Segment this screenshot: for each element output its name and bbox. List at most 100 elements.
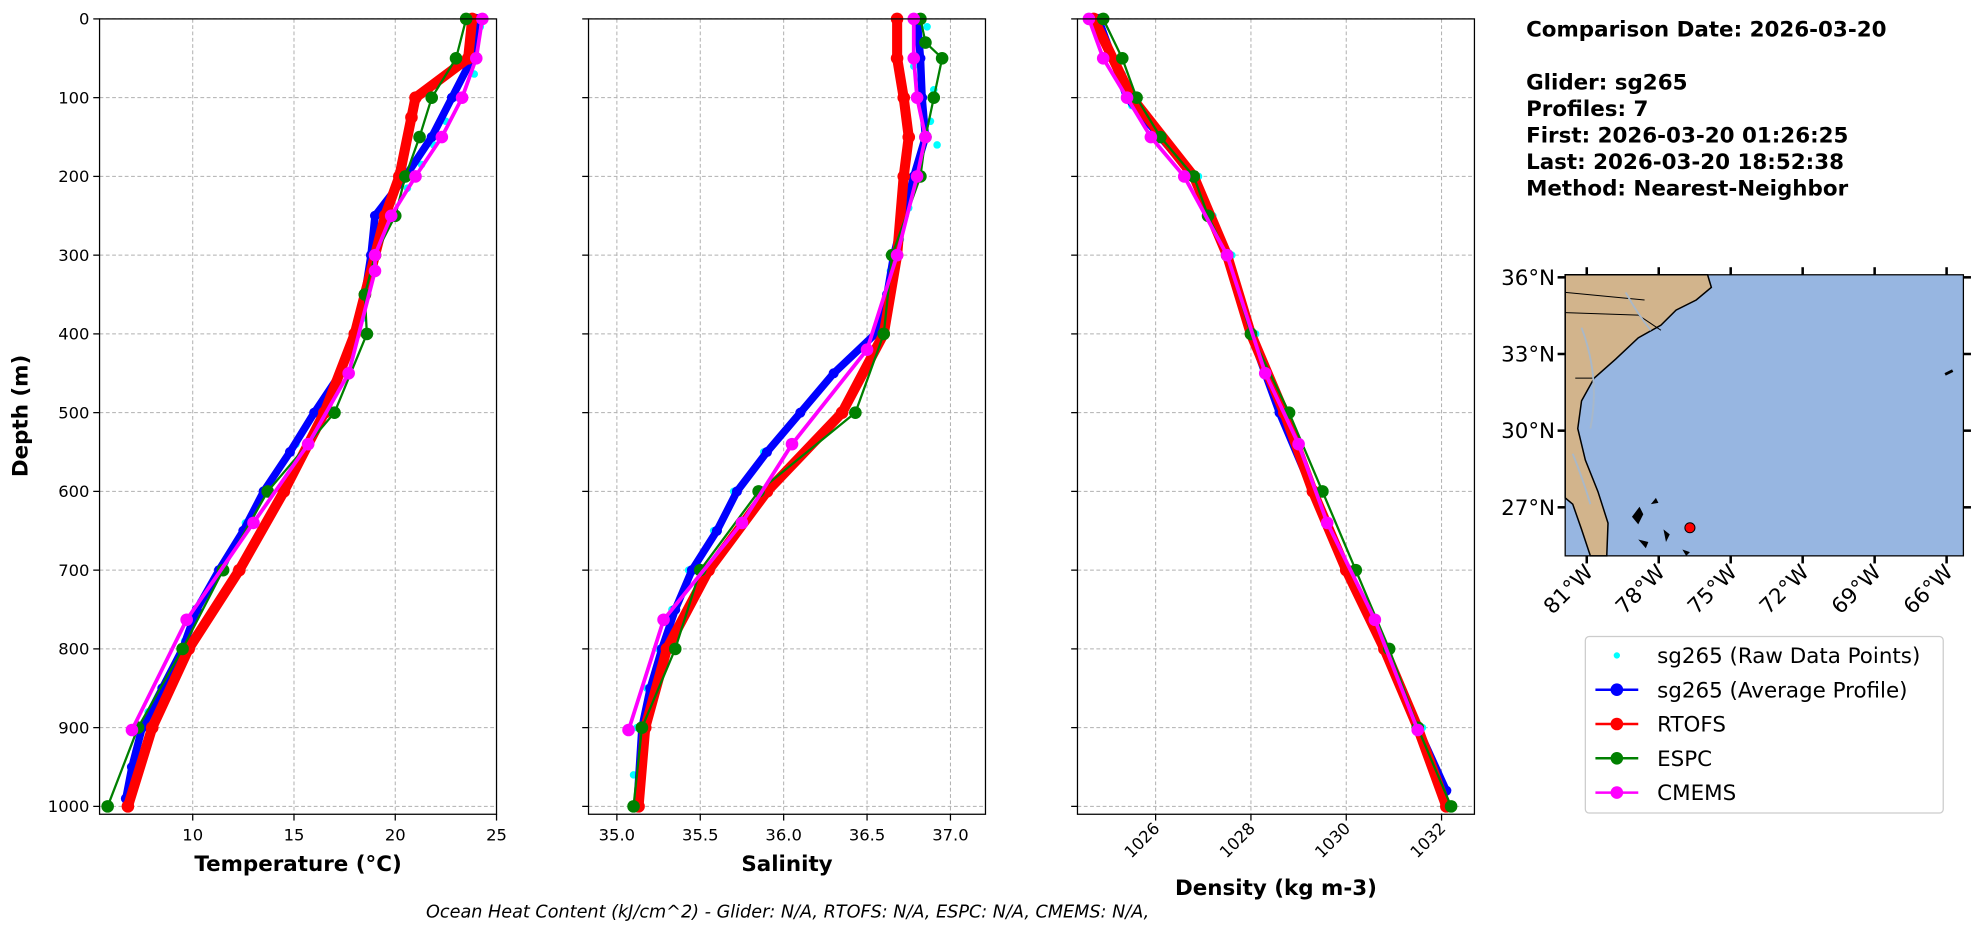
profile-point xyxy=(686,565,697,576)
map-frame xyxy=(1564,274,1965,557)
profile-point xyxy=(309,407,320,418)
y-tick-label: 300 xyxy=(58,246,89,265)
lon-tick-label: 75°W xyxy=(1683,560,1742,619)
y-tick-label: 600 xyxy=(58,482,89,501)
x-tick-label: 1026 xyxy=(1121,819,1164,862)
profile-point xyxy=(919,36,932,49)
profile-point xyxy=(828,368,839,379)
y-tick-label: 200 xyxy=(58,167,89,186)
profile-point xyxy=(933,141,941,149)
lon-tick-label: 66°W xyxy=(1899,560,1958,619)
profile-point xyxy=(1187,170,1201,183)
profile-point xyxy=(176,642,189,656)
profile-point xyxy=(927,91,941,104)
profile-point xyxy=(409,91,422,104)
profile-point xyxy=(1096,51,1110,65)
profile-point xyxy=(145,721,159,734)
profile-point xyxy=(368,248,382,262)
series-4 xyxy=(622,12,932,737)
glider-position xyxy=(1684,522,1696,534)
info-line: First: 2026-03-20 01:26:25 xyxy=(1526,123,1848,148)
legend-label: ESPC xyxy=(1657,747,1712,772)
x-tick-label: 25 xyxy=(486,826,507,845)
lat-tick-label: 27°N xyxy=(1501,496,1555,521)
lat-tick-label: 33°N xyxy=(1501,343,1555,368)
profile-point xyxy=(455,91,469,104)
map xyxy=(1564,274,1964,557)
profile-point xyxy=(711,525,722,536)
profile-point xyxy=(301,437,315,451)
profile-point xyxy=(860,343,874,356)
legend: sg265 (Raw Data Points) sg265 (Average Pr… xyxy=(1584,635,1944,814)
axes-frame xyxy=(1076,18,1476,815)
profile-point xyxy=(622,723,635,737)
axes-frame xyxy=(98,18,498,815)
profile-point xyxy=(910,170,924,183)
profile-point xyxy=(890,248,904,262)
profile-point xyxy=(469,51,483,65)
profile-point xyxy=(425,91,439,104)
series-4 xyxy=(125,12,489,737)
profile-point xyxy=(627,800,640,813)
profile-point xyxy=(399,170,412,183)
y-tick-label: 500 xyxy=(58,403,89,422)
profile-point xyxy=(910,91,924,104)
profile-point xyxy=(1120,91,1134,104)
lon-tick-label: 81°W xyxy=(1539,560,1598,619)
x-tick-label: 35.5 xyxy=(682,826,718,845)
profile-point xyxy=(1411,723,1425,737)
legend-marker xyxy=(1610,751,1624,765)
legend-label: RTOFS xyxy=(1657,713,1726,738)
map-rivers xyxy=(1571,291,1652,505)
legend-marker xyxy=(1610,717,1624,731)
y-axis-label: Depth (m) xyxy=(9,355,34,477)
x-axis-label: Density (kg m-3) xyxy=(1175,876,1377,901)
profile-point xyxy=(1220,248,1234,262)
profile-point xyxy=(657,613,670,627)
profile-point xyxy=(668,642,682,656)
profile-point xyxy=(1130,91,1143,104)
profile-point xyxy=(902,130,916,144)
profile-point xyxy=(1292,437,1305,451)
profile-point xyxy=(1177,170,1191,183)
x-tick-label: 36.0 xyxy=(765,826,801,845)
profile-point xyxy=(1258,366,1272,380)
legend-label: sg265 (Average Profile) xyxy=(1657,678,1907,703)
profile-line xyxy=(632,18,944,807)
profile-point xyxy=(849,406,862,419)
lon-tick-label: 72°W xyxy=(1755,560,1814,619)
info-line: Glider: sg265 xyxy=(1526,70,1687,95)
profile-point xyxy=(426,131,437,143)
legend-marker xyxy=(1610,683,1624,697)
y-tick-label: 100 xyxy=(58,88,89,107)
profile-point xyxy=(328,406,341,419)
profile-point xyxy=(935,51,949,65)
profile-point xyxy=(761,446,773,458)
profile-point xyxy=(413,130,426,144)
profile-point xyxy=(1154,130,1167,144)
profile-point xyxy=(1444,800,1458,813)
info-line: Last: 2026-03-20 18:52:38 xyxy=(1526,150,1844,175)
profile-point xyxy=(449,51,463,65)
info-line: Profiles: 7 xyxy=(1526,97,1648,122)
x-tick-label: 37.0 xyxy=(932,826,968,845)
profile-point xyxy=(1144,130,1158,144)
profile-point xyxy=(180,613,193,627)
x-tick-label: 10 xyxy=(182,826,203,845)
y-tick-label: 900 xyxy=(58,718,89,737)
profile-point xyxy=(342,366,355,380)
profile-point xyxy=(233,563,246,577)
y-tick-label: 700 xyxy=(58,561,89,580)
x-tick-label: 36.5 xyxy=(849,826,885,845)
profile-point xyxy=(1368,613,1382,627)
x-tick-label: 35.0 xyxy=(599,826,635,845)
profile-point xyxy=(409,170,422,183)
x-tick-label: 1032 xyxy=(1407,819,1450,862)
profile-point xyxy=(446,92,458,103)
y-tick-label: 400 xyxy=(58,325,89,344)
legend-label: sg265 (Raw Data Points) xyxy=(1657,644,1920,669)
profile-point xyxy=(101,800,114,813)
lat-tick-label: 30°N xyxy=(1501,419,1555,444)
profile-point xyxy=(635,721,649,734)
lat-tick-label: 36°N xyxy=(1501,266,1555,291)
